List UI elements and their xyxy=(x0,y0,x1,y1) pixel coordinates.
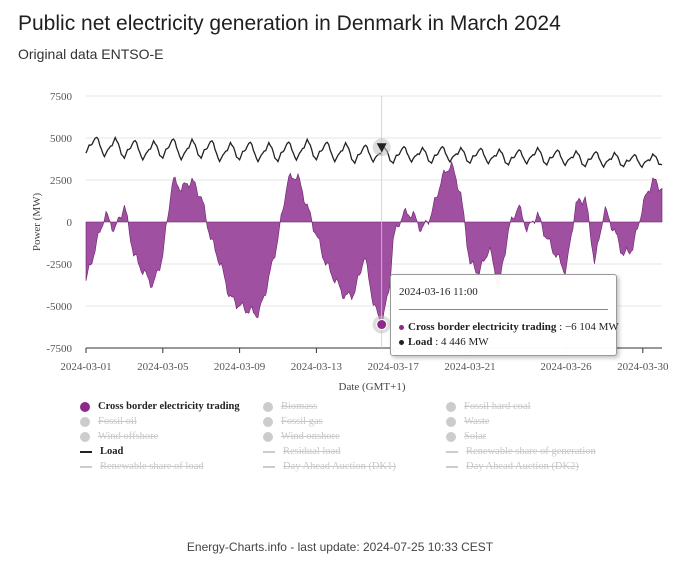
legend-item[interactable]: Biomass xyxy=(263,401,317,412)
y-tick-label: -5000 xyxy=(46,301,72,313)
tooltip-row-trading: Cross border electricity trading : −6 10… xyxy=(399,321,619,333)
footer-update-note: Energy-Charts.info - last update: 2024-0… xyxy=(186,540,494,554)
tooltip-row-load: Load : 4 446 MW xyxy=(399,336,489,348)
y-tick-label: -7500 xyxy=(46,343,72,355)
legend-dot-icon xyxy=(446,401,456,412)
x-tick-label: 2024-03-21 xyxy=(444,361,495,373)
legend-dot-icon xyxy=(446,431,456,442)
legend-line-icon xyxy=(80,450,92,453)
legend-dot-icon xyxy=(446,416,456,427)
x-tick-label: 2024-03-05 xyxy=(137,361,189,373)
legend-label: Fossil oil xyxy=(98,416,137,427)
legend-line-icon xyxy=(263,450,275,453)
x-axis-title: Date (GMT+1) xyxy=(339,381,406,393)
tooltip-divider xyxy=(399,309,608,310)
legend-label: Biomass xyxy=(281,401,318,412)
x-tick-label: 2024-03-01 xyxy=(60,361,111,373)
series-area-cross-border-trading[interactable] xyxy=(85,160,663,330)
legend-dot-icon xyxy=(80,416,90,427)
legend-dot-icon xyxy=(263,401,273,412)
legend-dot-icon xyxy=(263,416,273,427)
x-tick-label: 2024-03-26 xyxy=(540,361,592,373)
series-line-load[interactable] xyxy=(85,135,663,169)
legend-item[interactable]: Wind offshore xyxy=(80,431,158,442)
legend-item[interactable]: Day Ahead Auction (DK1) xyxy=(263,461,396,472)
legend-label: Day Ahead Auction (DK2) xyxy=(466,461,579,472)
y-tick-label: 2500 xyxy=(50,175,73,187)
legend-line-icon xyxy=(446,465,458,468)
tooltip-series-value: 4 446 MW xyxy=(441,336,489,348)
tooltip-series-value: −6 104 MW xyxy=(564,321,619,333)
tooltip-bullet-icon xyxy=(399,324,404,330)
legend-label: Renewable share of generation xyxy=(466,446,596,457)
legend-label: Fossil hard coal xyxy=(464,401,531,412)
y-axis-title: Power (MW) xyxy=(31,192,43,251)
legend-item[interactable]: Day Ahead Auction (DK2) xyxy=(446,461,579,472)
legend-label: Cross border electricity trading xyxy=(98,401,240,412)
legend-label: Residual load xyxy=(283,446,341,457)
legend-label: Fossil gas xyxy=(281,416,323,427)
hover-point-load[interactable] xyxy=(376,143,387,153)
legend-item[interactable]: Solar xyxy=(446,431,486,442)
legend-item[interactable]: Waste xyxy=(446,416,489,427)
tooltip-date: 2024-03-16 11:00 xyxy=(399,286,478,298)
legend-item[interactable]: Renewable share of generation xyxy=(446,446,596,457)
legend-label: Waste xyxy=(464,416,490,427)
legend-item[interactable]: Fossil gas xyxy=(263,416,323,427)
legend-label: Solar xyxy=(464,431,487,442)
tooltip-series-name: Cross border electricity trading xyxy=(408,321,557,333)
legend-dot-icon xyxy=(80,401,90,412)
y-tick-label: 7500 xyxy=(50,91,73,103)
y-tick-label: -2500 xyxy=(46,259,72,271)
legend-item[interactable]: Fossil hard coal xyxy=(446,401,531,412)
legend-dot-icon xyxy=(263,431,273,442)
tooltip-series-name: Load xyxy=(408,336,433,348)
x-tick-label: 2024-03-09 xyxy=(214,361,266,373)
legend-item[interactable]: Fossil oil xyxy=(80,416,137,427)
chart-subtitle: Original data ENTSO-E xyxy=(18,46,164,62)
legend-label: Load xyxy=(100,446,124,457)
legend-dot-icon xyxy=(80,431,90,442)
legend-line-icon xyxy=(263,465,275,468)
tooltip-bullet-icon xyxy=(399,339,404,345)
y-tick-label: 0 xyxy=(67,217,73,229)
hover-point-cross-border-trading[interactable] xyxy=(376,319,388,331)
chart-title: Public net electricity generation in Den… xyxy=(18,12,561,35)
x-tick-label: 2024-03-17 xyxy=(368,361,420,373)
legend-item[interactable]: Load xyxy=(80,446,123,457)
legend-item[interactable]: Residual load xyxy=(263,446,340,457)
legend-label: Wind offshore xyxy=(98,431,159,442)
y-tick-label: 5000 xyxy=(50,133,73,145)
legend-label: Renewable share of load xyxy=(100,461,204,472)
legend-label: Day Ahead Auction (DK1) xyxy=(283,461,396,472)
x-tick-label: 2024-03-13 xyxy=(291,361,343,373)
legend-label: Wind onshore xyxy=(281,431,340,442)
legend-line-icon xyxy=(446,450,458,453)
legend-item[interactable]: Renewable share of load xyxy=(80,461,204,472)
legend-item[interactable]: Wind onshore xyxy=(263,431,340,442)
legend-item[interactable]: Cross border electricity trading xyxy=(80,401,240,412)
legend-line-icon xyxy=(80,465,92,468)
hover-tooltip: 2024-03-16 11:00 Cross border electricit… xyxy=(390,274,619,356)
x-tick-label: 2024-03-30 xyxy=(617,361,669,373)
